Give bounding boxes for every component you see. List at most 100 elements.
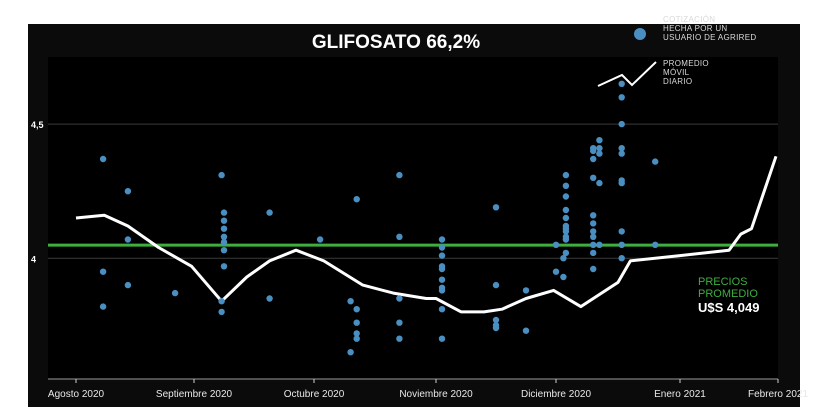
- legend-moving-average-line1: PROMEDIO: [663, 59, 709, 68]
- quotation-point: [590, 212, 597, 219]
- quotation-point: [218, 308, 225, 316]
- quotation-point: [618, 150, 625, 157]
- quotation-point: [618, 255, 625, 262]
- quotation-point: [124, 236, 132, 243]
- quotation-point: [99, 155, 107, 163]
- quotation-point: [590, 145, 597, 152]
- quotation-point: [438, 306, 446, 313]
- quotation-point: [220, 233, 228, 240]
- quotation-point: [220, 217, 228, 224]
- quotation-point: [353, 319, 360, 326]
- quotation-point: [266, 295, 273, 302]
- quotation-point: [396, 335, 403, 342]
- quotation-point: [618, 179, 625, 187]
- quotation-point: [396, 171, 403, 179]
- quotation-point: [353, 306, 360, 313]
- quotation-point: [618, 241, 625, 248]
- x-tick-label: Septiembre 2020: [156, 389, 233, 400]
- quotation-point: [347, 298, 354, 305]
- quotation-point: [618, 80, 625, 88]
- quotation-point: [590, 228, 597, 235]
- y-tick-label: 4,5: [31, 120, 44, 130]
- average-value-label: U$S 4,049: [698, 300, 759, 315]
- quotation-point: [220, 263, 228, 270]
- average-label-line1: PRECIOS: [698, 276, 748, 288]
- x-tick-label: Octubre 2020: [284, 389, 345, 400]
- quotation-point: [590, 233, 597, 240]
- quotation-point: [438, 276, 446, 283]
- quotation-point: [353, 335, 360, 342]
- quotation-point: [562, 193, 570, 200]
- quotation-point: [618, 228, 625, 235]
- quotation-point: [590, 220, 597, 227]
- quotation-point: [596, 150, 603, 157]
- quotation-point: [353, 330, 360, 337]
- quotation-point: [124, 281, 132, 289]
- legend-quotation-marker: [634, 28, 646, 40]
- quotation-point: [562, 249, 570, 257]
- moving-average-layer: [75, 155, 778, 314]
- quotation-points-layer: [99, 80, 659, 356]
- y-tick-label: 4: [31, 254, 36, 264]
- quotation-point: [522, 287, 530, 294]
- chart-title: GLIFOSATO 66,2%: [312, 32, 480, 53]
- quotation-point: [596, 137, 603, 144]
- quotation-point: [438, 244, 446, 251]
- quotation-point: [396, 319, 403, 326]
- quotation-point: [590, 155, 597, 163]
- quotation-point: [438, 263, 446, 270]
- quotation-point: [218, 171, 225, 179]
- quotation-point: [492, 204, 500, 211]
- quotation-point: [596, 179, 603, 187]
- quotation-point: [218, 298, 225, 305]
- quotation-point: [347, 349, 354, 356]
- x-tick-label: Febrero 2021: [748, 389, 808, 400]
- quotation-point: [552, 241, 560, 248]
- quotation-point: [652, 158, 659, 165]
- quotation-point: [220, 239, 228, 246]
- quotation-point: [316, 236, 324, 243]
- quotation-point: [590, 265, 597, 273]
- quotation-point: [220, 209, 228, 216]
- quotation-point: [562, 214, 570, 222]
- quotation-point: [562, 222, 570, 230]
- quotation-point: [562, 182, 570, 189]
- quotation-point: [560, 273, 567, 281]
- quotation-point: [590, 249, 597, 257]
- quotation-point: [562, 228, 570, 235]
- quotation-point: [438, 252, 446, 259]
- quotation-point: [560, 255, 567, 262]
- quotation-point: [652, 241, 659, 248]
- quotation-point: [618, 94, 625, 101]
- quotation-point: [438, 236, 446, 243]
- average-label-line2: PROMEDIO: [698, 288, 758, 300]
- quotation-point: [590, 241, 597, 248]
- legend-moving-average-line3: DIARIO: [663, 77, 693, 86]
- legend-entry-quotations: COTIZACIÓN HECHA POR UN USUARIO DE AGRIR…: [663, 15, 756, 42]
- x-tick-label: Agosto 2020: [48, 389, 105, 400]
- quotation-point: [596, 145, 603, 152]
- quotation-point: [562, 233, 570, 240]
- quotation-point: [492, 281, 500, 289]
- quotation-point: [618, 145, 625, 152]
- quotation-point: [396, 233, 403, 240]
- quotation-point: [438, 287, 446, 294]
- quotation-point: [99, 303, 107, 310]
- quotation-point: [171, 289, 179, 297]
- quotation-point: [562, 171, 570, 179]
- legend-quotations-line3: USUARIO DE AGRIRED: [663, 33, 757, 42]
- legend-moving-average-line2: MÓVIL: [663, 68, 690, 77]
- quotation-point: [552, 268, 560, 275]
- quotation-point: [124, 188, 132, 195]
- quotation-point: [99, 268, 107, 275]
- quotation-point: [438, 335, 446, 342]
- moving-average-line: [75, 155, 778, 314]
- quotation-point: [492, 316, 500, 324]
- quotation-point: [220, 225, 228, 232]
- legend-moving-average-marker: [597, 61, 657, 87]
- axis-layer: 4,5 4 Agosto 2020 Septiembre 2020 Octubre 20…: [31, 120, 808, 400]
- quotation-point: [596, 241, 603, 248]
- legend-quotations-line2: HECHA POR UN: [663, 24, 728, 33]
- quotation-point: [522, 327, 530, 334]
